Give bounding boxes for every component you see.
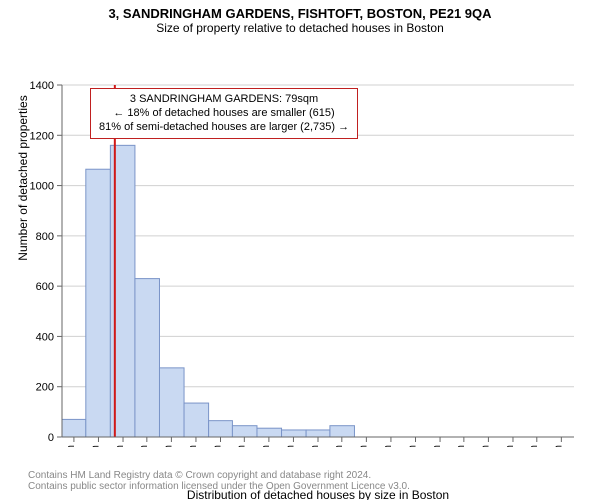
histogram-bar [306,430,330,437]
infobox-line-1: 3 SANDRINGHAM GARDENS: 79sqm [99,93,349,107]
infobox-line-2: ← 18% of detached houses are smaller (61… [99,107,349,121]
x-tick-label: 679sqm [552,445,564,447]
x-tick-label: 122sqm [138,445,150,447]
histogram-bar [159,368,184,437]
y-tick-label: 1000 [30,181,54,193]
infobox-line-3: 81% of semi-detached houses are larger (… [99,121,349,135]
x-tick-label: 90sqm [114,445,126,447]
property-infobox: 3 SANDRINGHAM GARDENS: 79sqm ← 18% of de… [90,88,358,139]
x-tick-label: 516sqm [431,445,443,447]
chart-subtitle: Size of property relative to detached ho… [0,21,600,37]
y-tick-label: 800 [36,231,54,243]
y-axis-label: Number of detached properties [16,2,30,354]
y-tick-label: 1200 [30,130,54,142]
x-tick-label: 352sqm [309,445,321,447]
x-tick-label: 646sqm [528,445,540,447]
x-tick-label: 417sqm [357,445,369,447]
histogram-chart: 3, SANDRINGHAM GARDENS, FISHTOFT, BOSTON… [0,0,600,500]
x-tick-label: 155sqm [162,445,174,447]
y-tick-label: 400 [36,331,54,343]
y-tick-label: 0 [48,432,54,444]
histogram-bar [282,430,307,437]
attribution-footer: Contains HM Land Registry data © Crown c… [28,470,410,492]
x-tick-label: 57sqm [89,445,101,447]
x-tick-label: 614sqm [504,445,516,447]
x-tick-label: 384sqm [333,445,345,447]
y-tick-label: 200 [36,382,54,394]
x-tick-label: 483sqm [406,445,418,447]
x-tick-label: 286sqm [260,445,272,447]
x-tick-label: 24sqm [65,445,77,447]
histogram-bar [135,279,160,437]
x-tick-label: 253sqm [235,445,247,447]
histogram-bar [86,169,111,437]
x-tick-label: 581sqm [479,445,491,447]
x-tick-label: 221sqm [212,445,224,447]
y-tick-label: 1400 [30,80,54,92]
x-tick-label: 319sqm [284,445,296,447]
chart-title: 3, SANDRINGHAM GARDENS, FISHTOFT, BOSTON… [0,0,600,21]
histogram-bar [209,421,233,437]
histogram-bar [257,428,282,437]
histogram-bar [232,426,257,437]
x-tick-label: 548sqm [455,445,467,447]
x-tick-label: 450sqm [382,445,394,447]
y-tick-label: 600 [36,281,54,293]
x-tick-label: 188sqm [187,445,199,447]
histogram-bar [330,426,355,437]
histogram-bar [184,403,209,437]
histogram-bar [62,419,86,437]
